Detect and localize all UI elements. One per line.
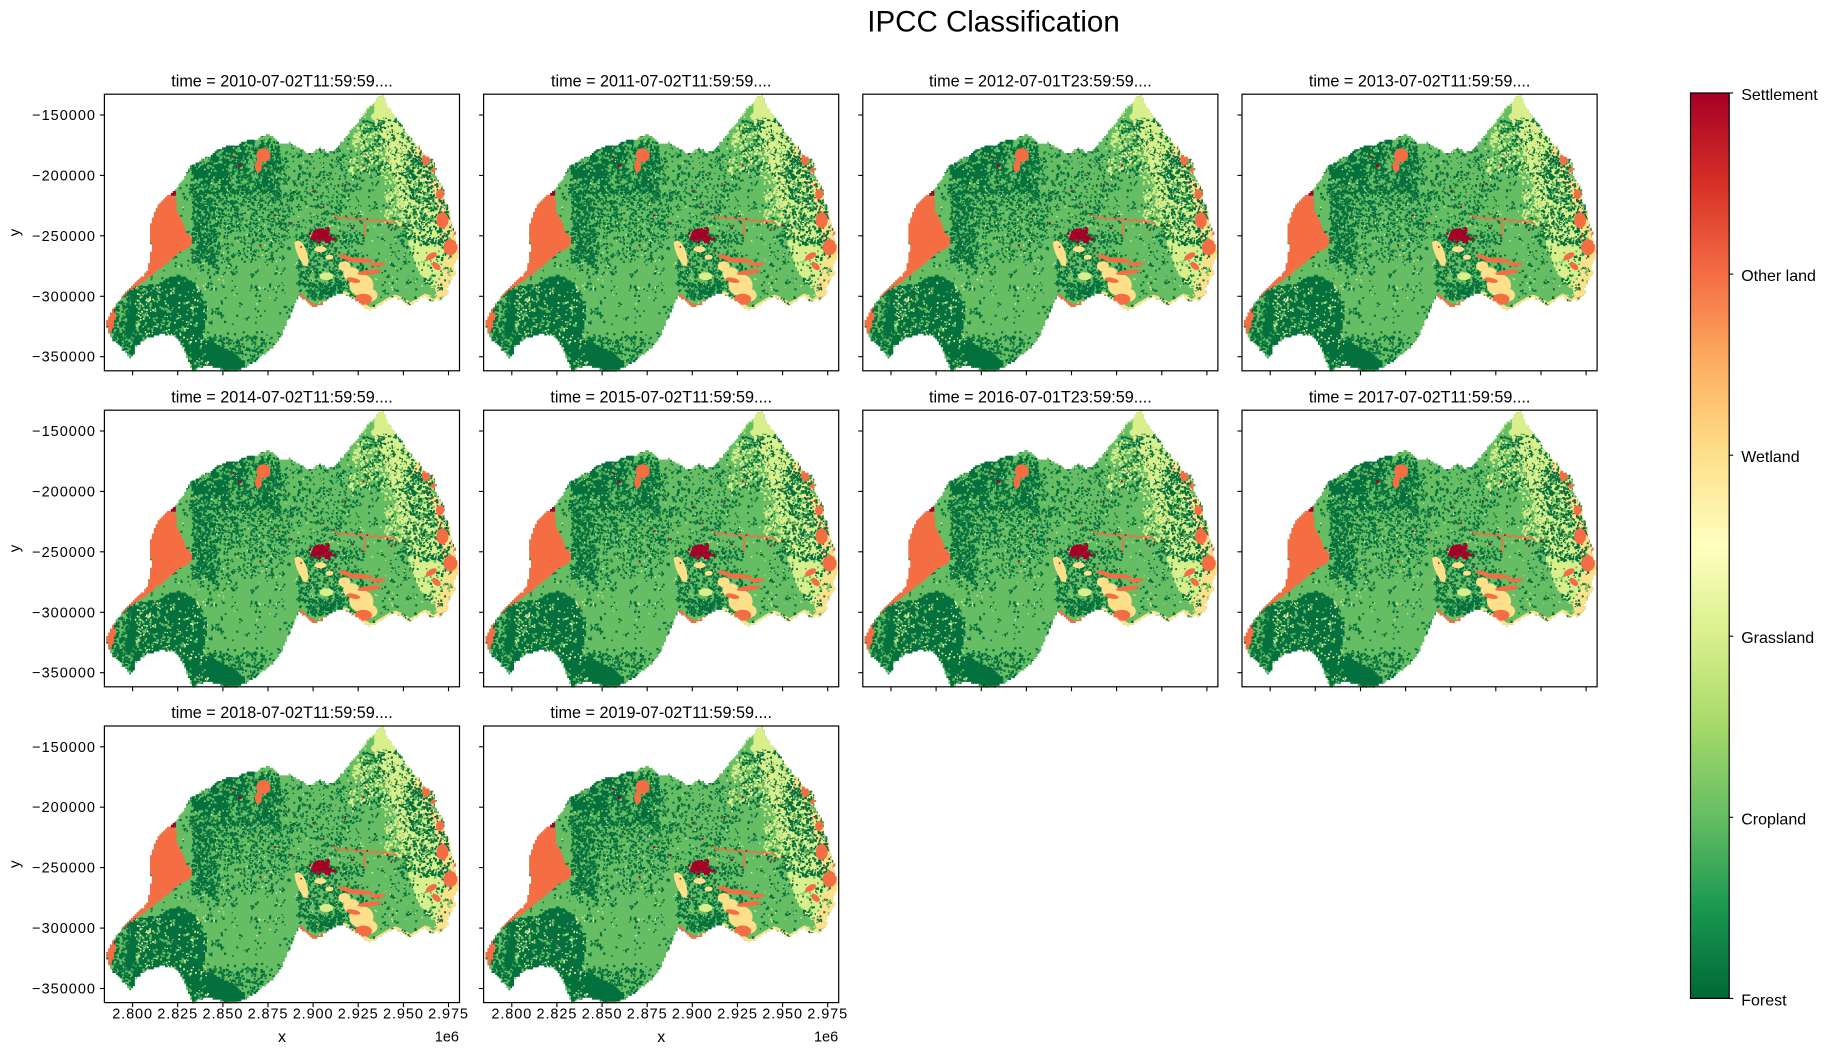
svg-text:time = 2016-07-01T23:59:59....: time = 2016-07-01T23:59:59.... xyxy=(929,388,1152,406)
svg-text:time = 2011-07-02T11:59:59....: time = 2011-07-02T11:59:59.... xyxy=(551,72,771,90)
svg-text:y: y xyxy=(7,228,24,236)
svg-text:time = 2010-07-02T11:59:59....: time = 2010-07-02T11:59:59.... xyxy=(171,72,393,90)
svg-text:−200000: −200000 xyxy=(32,800,96,816)
svg-text:2.825: 2.825 xyxy=(537,1006,578,1022)
svg-text:IPCC Classification: IPCC Classification xyxy=(867,6,1119,39)
svg-text:−250000: −250000 xyxy=(32,229,96,245)
svg-text:1e6: 1e6 xyxy=(435,1029,459,1045)
svg-text:−300000: −300000 xyxy=(32,289,96,305)
svg-text:2.800: 2.800 xyxy=(491,1006,532,1022)
svg-text:−300000: −300000 xyxy=(32,921,96,937)
svg-text:Settlement: Settlement xyxy=(1741,87,1818,104)
svg-text:−200000: −200000 xyxy=(32,484,96,500)
svg-text:x: x xyxy=(657,1029,665,1046)
svg-text:x: x xyxy=(278,1029,286,1046)
svg-text:2.850: 2.850 xyxy=(203,1006,244,1022)
svg-text:y: y xyxy=(7,860,24,868)
svg-text:−350000: −350000 xyxy=(32,666,96,682)
svg-text:2.850: 2.850 xyxy=(582,1006,623,1022)
svg-text:2.900: 2.900 xyxy=(293,1006,334,1022)
svg-text:2.975: 2.975 xyxy=(428,1006,469,1022)
svg-text:−350000: −350000 xyxy=(32,350,96,366)
svg-text:2.950: 2.950 xyxy=(383,1006,424,1022)
svg-text:Forest: Forest xyxy=(1741,992,1787,1009)
svg-text:−250000: −250000 xyxy=(32,861,96,877)
svg-text:−150000: −150000 xyxy=(32,108,96,124)
svg-text:time = 2018-07-02T11:59:59....: time = 2018-07-02T11:59:59.... xyxy=(171,704,393,722)
svg-text:Cropland: Cropland xyxy=(1741,811,1806,828)
svg-text:−150000: −150000 xyxy=(32,740,96,756)
svg-text:−150000: −150000 xyxy=(32,424,96,440)
svg-text:Grassland: Grassland xyxy=(1741,630,1814,647)
svg-text:time = 2012-07-01T23:59:59....: time = 2012-07-01T23:59:59.... xyxy=(929,72,1152,90)
svg-text:−300000: −300000 xyxy=(32,605,96,621)
svg-text:Other land: Other land xyxy=(1741,268,1816,285)
svg-text:2.925: 2.925 xyxy=(338,1006,379,1022)
svg-text:2.975: 2.975 xyxy=(807,1006,848,1022)
svg-text:time = 2014-07-02T11:59:59....: time = 2014-07-02T11:59:59.... xyxy=(171,388,393,406)
svg-text:y: y xyxy=(7,544,24,552)
svg-text:2.875: 2.875 xyxy=(248,1006,289,1022)
svg-text:2.875: 2.875 xyxy=(627,1006,668,1022)
svg-text:2.900: 2.900 xyxy=(672,1006,713,1022)
svg-text:1e6: 1e6 xyxy=(814,1029,838,1045)
svg-text:2.950: 2.950 xyxy=(762,1006,803,1022)
svg-text:−250000: −250000 xyxy=(32,545,96,561)
svg-text:time = 2017-07-02T11:59:59....: time = 2017-07-02T11:59:59.... xyxy=(1309,388,1531,406)
svg-text:time = 2015-07-02T11:59:59....: time = 2015-07-02T11:59:59.... xyxy=(550,388,772,406)
svg-text:time = 2013-07-02T11:59:59....: time = 2013-07-02T11:59:59.... xyxy=(1309,72,1531,90)
svg-text:Wetland: Wetland xyxy=(1741,449,1799,466)
svg-text:−200000: −200000 xyxy=(32,168,96,184)
svg-text:time = 2019-07-02T11:59:59....: time = 2019-07-02T11:59:59.... xyxy=(550,704,772,722)
svg-text:2.925: 2.925 xyxy=(717,1006,758,1022)
svg-text:2.825: 2.825 xyxy=(157,1006,198,1022)
svg-text:−350000: −350000 xyxy=(32,982,96,998)
svg-text:2.800: 2.800 xyxy=(112,1006,153,1022)
